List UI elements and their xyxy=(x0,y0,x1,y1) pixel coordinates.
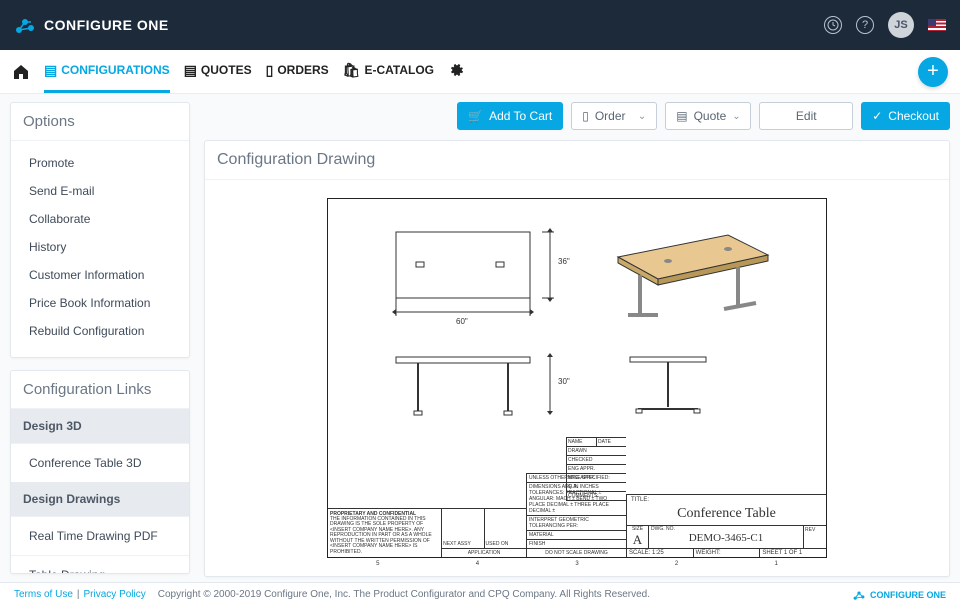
title-block: TITLE: Conference Table SIZEA DWG. NO.DE… xyxy=(626,494,826,557)
flag-icon[interactable] xyxy=(928,19,946,31)
doc-icon: ▯ xyxy=(582,109,589,123)
doc-icon: ▤ xyxy=(676,109,687,123)
option-item[interactable]: Collaborate xyxy=(11,205,189,233)
topbar: CONFIGURE ONE ? JS xyxy=(0,0,960,50)
option-item[interactable]: Price Book Information xyxy=(11,289,189,317)
brand-text: CONFIGURE ONE xyxy=(44,17,169,33)
config-links-title: Configuration Links xyxy=(11,371,189,409)
config-link-group[interactable]: Design Drawings xyxy=(11,482,189,516)
footer: Terms of Use | Privacy Policy Copyright … xyxy=(0,582,960,606)
avatar[interactable]: JS xyxy=(888,12,914,38)
quote-dropdown[interactable]: ▤Quote⌄ xyxy=(665,102,751,130)
approval-block: NAMEDATE DRAWN CHECKED ENG APPR. MFG APP… xyxy=(566,437,626,501)
content: 🛒Add To Cart ▯Order⌄ ▤Quote⌄ Edit ✓Check… xyxy=(204,102,950,574)
option-item[interactable]: Promote xyxy=(11,149,189,177)
check-icon: ✓ xyxy=(872,109,882,123)
depth-dim xyxy=(540,224,560,304)
order-dropdown[interactable]: ▯Order⌄ xyxy=(571,102,657,130)
drawing-title: Configuration Drawing xyxy=(205,141,949,180)
top-view xyxy=(388,224,538,319)
nav-configurations[interactable]: ▤CONFIGURATIONS xyxy=(44,50,170,93)
doc-icon: ▤ xyxy=(184,62,197,79)
history-icon[interactable] xyxy=(824,16,842,34)
config-link-item[interactable]: Conference Table 3D xyxy=(11,443,189,482)
add-to-cart-button[interactable]: 🛒Add To Cart xyxy=(457,102,563,130)
edit-button[interactable]: Edit xyxy=(759,102,853,130)
drawing-frame: 60" 36" xyxy=(327,198,827,558)
action-bar: 🛒Add To Cart ▯Order⌄ ▤Quote⌄ Edit ✓Check… xyxy=(204,102,950,130)
help-icon[interactable]: ? xyxy=(856,16,874,34)
bag-icon: 🛍 xyxy=(343,62,361,79)
brand-icon xyxy=(14,14,36,36)
prop-block: PROPRIETARY AND CONFIDENTIAL THE INFORMA… xyxy=(328,508,526,558)
config-link-item[interactable]: Table Drawing xyxy=(11,555,189,574)
height-dim xyxy=(540,349,560,419)
checkout-button[interactable]: ✓Checkout xyxy=(861,102,950,130)
copyright: Copyright © 2000-2019 Configure One, Inc… xyxy=(158,589,650,600)
privacy-link[interactable]: Privacy Policy xyxy=(84,589,146,600)
drawing-card: Configuration Drawing 60" 36" xyxy=(204,140,950,577)
terms-link[interactable]: Terms of Use xyxy=(14,589,73,600)
nav-orders[interactable]: ▯ORDERS xyxy=(266,50,329,93)
gear-icon[interactable] xyxy=(448,61,464,82)
nav-ecatalog[interactable]: 🛍E-CATALOG xyxy=(343,50,434,93)
option-item[interactable]: Customer Information xyxy=(11,261,189,289)
iso-view xyxy=(598,217,778,327)
doc-icon: ▤ xyxy=(44,62,57,79)
option-item[interactable]: Rebuild Configuration xyxy=(11,317,189,345)
options-card: Options PromoteSend E-mailCollaborateHis… xyxy=(10,102,190,358)
nav-quotes[interactable]: ▤QUOTES xyxy=(184,50,252,93)
cart-icon: 🛒 xyxy=(468,109,483,123)
config-links-card: Configuration Links Design 3DConference … xyxy=(10,370,190,574)
home-icon[interactable] xyxy=(12,64,30,80)
config-link-group[interactable]: Design 3D xyxy=(11,409,189,443)
navbar: ▤CONFIGURATIONS ▤QUOTES ▯ORDERS 🛍E-CATAL… xyxy=(0,50,960,94)
sidebar: Options PromoteSend E-mailCollaborateHis… xyxy=(10,102,190,574)
side-view xyxy=(618,349,718,424)
config-link-item[interactable]: Real Time Drawing PDF xyxy=(11,516,189,555)
doc-icon: ▯ xyxy=(266,62,274,79)
front-view xyxy=(388,349,538,424)
add-button[interactable]: + xyxy=(918,57,948,87)
options-title: Options xyxy=(11,103,189,141)
option-item[interactable]: Send E-mail xyxy=(11,177,189,205)
topbar-right: ? JS xyxy=(824,12,946,38)
brand: CONFIGURE ONE xyxy=(14,14,169,36)
chevron-down-icon: ⌄ xyxy=(732,111,740,122)
footer-logo: CONFIGURE ONE xyxy=(852,588,946,602)
option-item[interactable]: History xyxy=(11,233,189,261)
chevron-down-icon: ⌄ xyxy=(638,111,646,122)
